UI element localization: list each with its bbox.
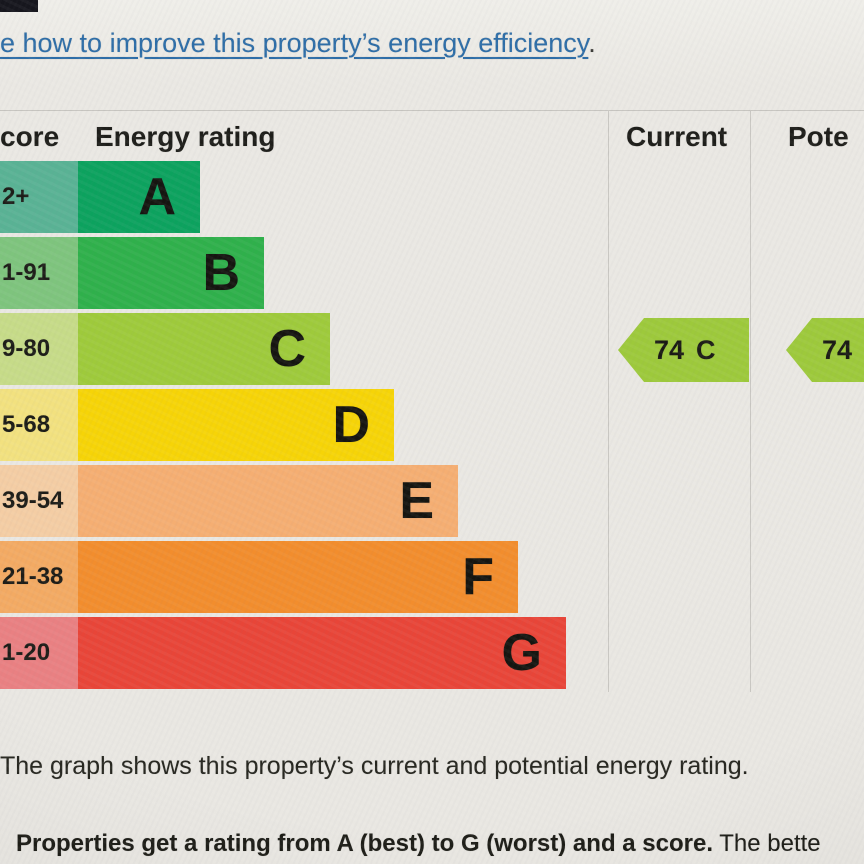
band-row-a: 2+ A xyxy=(0,160,864,236)
current-rating-value: 74 xyxy=(654,334,685,365)
score-range-d: 5-68 xyxy=(0,389,78,461)
current-rating-band: C xyxy=(696,334,716,365)
band-bar-d: D xyxy=(78,389,394,461)
score-range-label: 9-80 xyxy=(2,335,51,362)
score-range-label: 1-91 xyxy=(2,259,51,286)
potential-rating-value: 74 xyxy=(822,334,853,365)
rating-explanation: Properties get a rating from A (best) to… xyxy=(16,830,821,858)
band-bar-g: G xyxy=(78,617,566,689)
band-bar-e: E xyxy=(78,465,458,537)
band-letter: G xyxy=(501,624,542,682)
band-bar-a: A xyxy=(78,161,200,233)
band-row-f: 21-38 F xyxy=(0,540,864,616)
column-divider-potential xyxy=(750,110,751,692)
score-range-g: 1-20 xyxy=(0,617,78,689)
header-potential: Pote xyxy=(788,121,849,152)
current-rating-arrow: 74 C xyxy=(618,318,749,382)
band-bar-c: C xyxy=(78,313,330,385)
rating-explanation-bold: Properties get a rating from A (best) to… xyxy=(16,830,713,857)
score-range-label: 39-54 xyxy=(2,487,64,514)
header-score: core xyxy=(0,121,60,152)
band-letter: D xyxy=(332,396,370,454)
header-energy-rating: Energy rating xyxy=(95,121,276,152)
link-period: . xyxy=(588,28,596,58)
score-range-label: 21-38 xyxy=(2,563,64,590)
screen-edge-shadow xyxy=(0,0,38,12)
chart-caption: The graph shows this property’s current … xyxy=(0,752,749,780)
table-top-border xyxy=(0,110,864,111)
band-row-b: 1-91 B xyxy=(0,236,864,312)
band-row-c: 9-80 C xyxy=(0,312,864,388)
band-letter: F xyxy=(462,548,494,606)
band-bar-f: F xyxy=(78,541,518,613)
band-letter: E xyxy=(399,472,434,530)
band-letter: A xyxy=(138,168,176,226)
score-range-c: 9-80 xyxy=(0,313,78,385)
band-letter: B xyxy=(202,244,240,302)
band-row-g: 1-20 G xyxy=(0,616,864,692)
header-current: Current xyxy=(626,121,728,152)
improve-efficiency-link[interactable]: e how to improve this property’s energy … xyxy=(0,28,596,59)
score-range-label: 5-68 xyxy=(2,411,51,438)
band-row-d: 5-68 D xyxy=(0,388,864,464)
band-row-e: 39-54 E xyxy=(0,464,864,540)
score-range-a: 2+ xyxy=(0,161,78,233)
energy-rating-chart: 2+ A 1-91 B 9-80 C 5-68 D 39-54 E 21-38 … xyxy=(0,160,864,692)
band-bar-b: B xyxy=(78,237,264,309)
score-range-label: 2+ xyxy=(2,183,30,210)
column-divider-current xyxy=(608,110,609,692)
link-text[interactable]: e how to improve this property’s energy … xyxy=(0,28,589,58)
score-range-f: 21-38 xyxy=(0,541,78,613)
score-range-label: 1-20 xyxy=(2,639,51,666)
score-range-b: 1-91 xyxy=(0,237,78,309)
band-letter: C xyxy=(268,320,306,378)
rating-explanation-regular: The bette xyxy=(713,830,821,857)
score-range-e: 39-54 xyxy=(0,465,78,537)
